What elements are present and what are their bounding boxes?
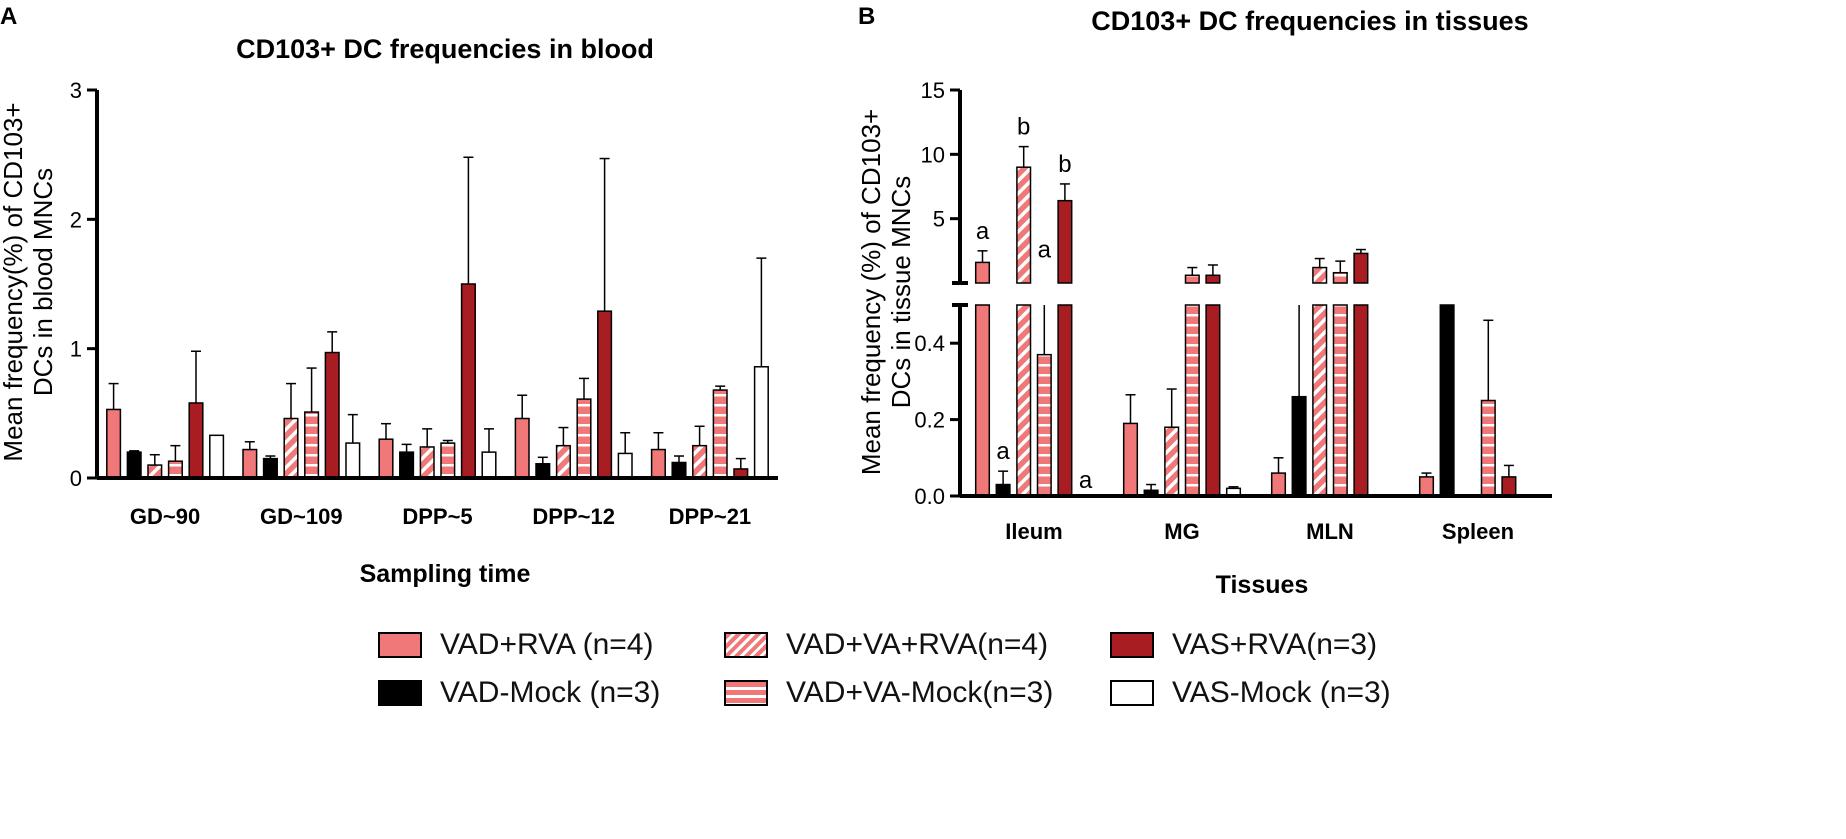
bar-dpp-21-vad-va-rva-n-4 [692,444,708,479]
bar-mg-vad-va-mock-n-3-lower [1184,304,1200,497]
bar-gd-109-vad-rva-n-4 [242,448,258,479]
x-tick-label: GD~90 [130,504,200,529]
bar-dpp-21-vad-va-mock-n-3 [712,389,728,479]
y-axis-label-line-1: Mean frequency (%) of CD103+ [856,109,886,475]
bar-mln-vad-va-rva-n-4-lower [1312,304,1328,497]
bar-spleen-vad-rva-n-4 [1418,476,1435,497]
significance-letter: b [1058,151,1071,178]
bar-spleen-vad-mock-n-3 [1439,304,1455,497]
bar-dpp-12-vad-rva-n-4 [514,417,530,479]
chart-tissues: CD103+ DC frequencies in tissues Tissues… [856,6,1552,599]
bar-mln-vad-mock-n-3 [1291,395,1307,497]
bar-gd-109-vad-mock-n-3 [262,457,278,479]
bar-dpp-5-vad-rva-n-4 [378,438,394,479]
bar-dpp-5-vas-mock-n-3 [481,451,497,479]
x-tick-label: Spleen [1442,519,1514,544]
bar-ileum-vad-va-rva-n-4-lower [1016,304,1032,497]
bar-gd-109-vas-mock-n-3 [345,442,361,479]
bar-dpp-12-vad-va-rva-n-4 [555,444,571,479]
y-tick-label: 0.0 [914,484,945,509]
bar-gd-90-vas-mock-n-3 [209,434,225,479]
panel-label-a: A [0,3,17,30]
significance-letter: b [1017,114,1030,141]
y-tick-label: 2 [70,207,82,232]
bar-mln-vas-rva-n-3-upper [1353,252,1369,284]
significance-letter: a [1079,467,1093,494]
bar-gd-109-vad-va-mock-n-3 [304,411,320,479]
bar-ileum-vas-rva-n-3-lower [1057,304,1073,497]
bar-mg-vad-rva-n-4 [1122,422,1139,497]
bar-ileum-vad-va-mock-n-3 [1036,353,1052,497]
y-tick-label: 0.2 [914,408,945,433]
bar-dpp-21-vad-mock-n-3 [671,461,687,479]
bar-spleen-vas-rva-n-3 [1501,476,1517,497]
bar-ileum-vad-va-rva-n-4-upper [1016,166,1032,284]
bar-gd-109-vad-va-rva-n-4 [283,417,299,479]
bar-mln-vad-va-mock-n-3-upper [1332,271,1348,284]
bar-dpp-12-vad-va-mock-n-3 [576,398,592,479]
significance-letter: a [1038,237,1052,264]
chart-title: CD103+ DC frequencies in tissues [1091,6,1528,36]
x-axis-label: Tissues [1216,571,1309,599]
x-axis-label: Sampling time [360,560,531,588]
bar-spleen-vad-va-mock-n-3 [1480,399,1496,497]
y-axis-label-line-1: Mean frequency(%) of CD103+ [0,102,28,461]
bar-dpp-21-vad-rva-n-4 [650,448,666,479]
y-tick-label: 5 [933,207,945,232]
bar-mln-vad-va-rva-n-4-upper [1312,266,1328,284]
bar-mg-vad-va-mock-n-3-upper [1184,274,1200,284]
significance-letter: a [996,438,1010,465]
y-tick-label: 10 [921,142,945,167]
bar-mln-vad-va-mock-n-3-lower [1332,304,1348,497]
x-tick-label: Ileum [1005,519,1062,544]
y-axis-label-line-2: DCs in tissue MNCs [886,176,916,409]
y-tick-label: 15 [921,78,945,103]
x-tick-label: MLN [1306,519,1354,544]
x-tick-label: MG [1164,519,1199,544]
chart-blood: CD103+ DC frequencies in blood Sampling … [0,34,778,588]
bar-gd-90-vad-va-mock-n-3 [167,460,183,479]
bar-mg-vad-va-rva-n-4 [1164,426,1180,497]
bar-ileum-vas-rva-n-3-upper [1057,199,1073,284]
x-tick-label: DPP~12 [532,504,615,529]
bar-dpp-12-vas-rva-n-3 [597,310,613,479]
bar-ileum-vad-rva-n-4-lower [974,304,991,497]
bar-dpp-5-vad-va-mock-n-3 [440,442,456,479]
y-tick-label: 3 [70,78,82,103]
y-tick-label: 0 [70,466,82,491]
bar-dpp-12-vas-mock-n-3 [617,452,633,479]
bar-ileum-vad-rva-n-4-upper [974,261,991,284]
bar-gd-109-vas-rva-n-3 [324,351,340,479]
bar-dpp-5-vas-rva-n-3 [460,283,476,479]
x-tick-label: GD~109 [260,504,343,529]
y-axis-label-line-2: DCs in blood MNCs [28,168,58,396]
x-tick-label: DPP~5 [402,504,472,529]
y-tick-label: 0.4 [914,331,945,356]
bar-mg-vas-rva-n-3-upper [1205,274,1221,284]
bar-gd-90-vas-rva-n-3 [188,402,204,479]
bar-gd-90-vad-rva-n-4 [106,408,122,479]
bar-dpp-12-vad-mock-n-3 [535,463,551,479]
bar-gd-90-vad-mock-n-3 [126,451,142,479]
bar-dpp-21-vas-mock-n-3 [753,366,769,479]
bar-mln-vad-rva-n-4 [1270,472,1287,497]
bar-dpp-5-vad-va-rva-n-4 [419,446,435,479]
bar-dpp-5-vad-mock-n-3 [399,451,415,479]
y-tick-label: 1 [70,337,82,362]
bar-mln-vas-rva-n-3-lower [1353,304,1369,497]
x-tick-label: DPP~21 [669,504,752,529]
significance-letter: a [976,218,990,245]
panel-label-b: B [858,3,875,30]
bar-mg-vas-rva-n-3-lower [1205,304,1221,497]
chart-title: CD103+ DC frequencies in blood [236,34,654,64]
